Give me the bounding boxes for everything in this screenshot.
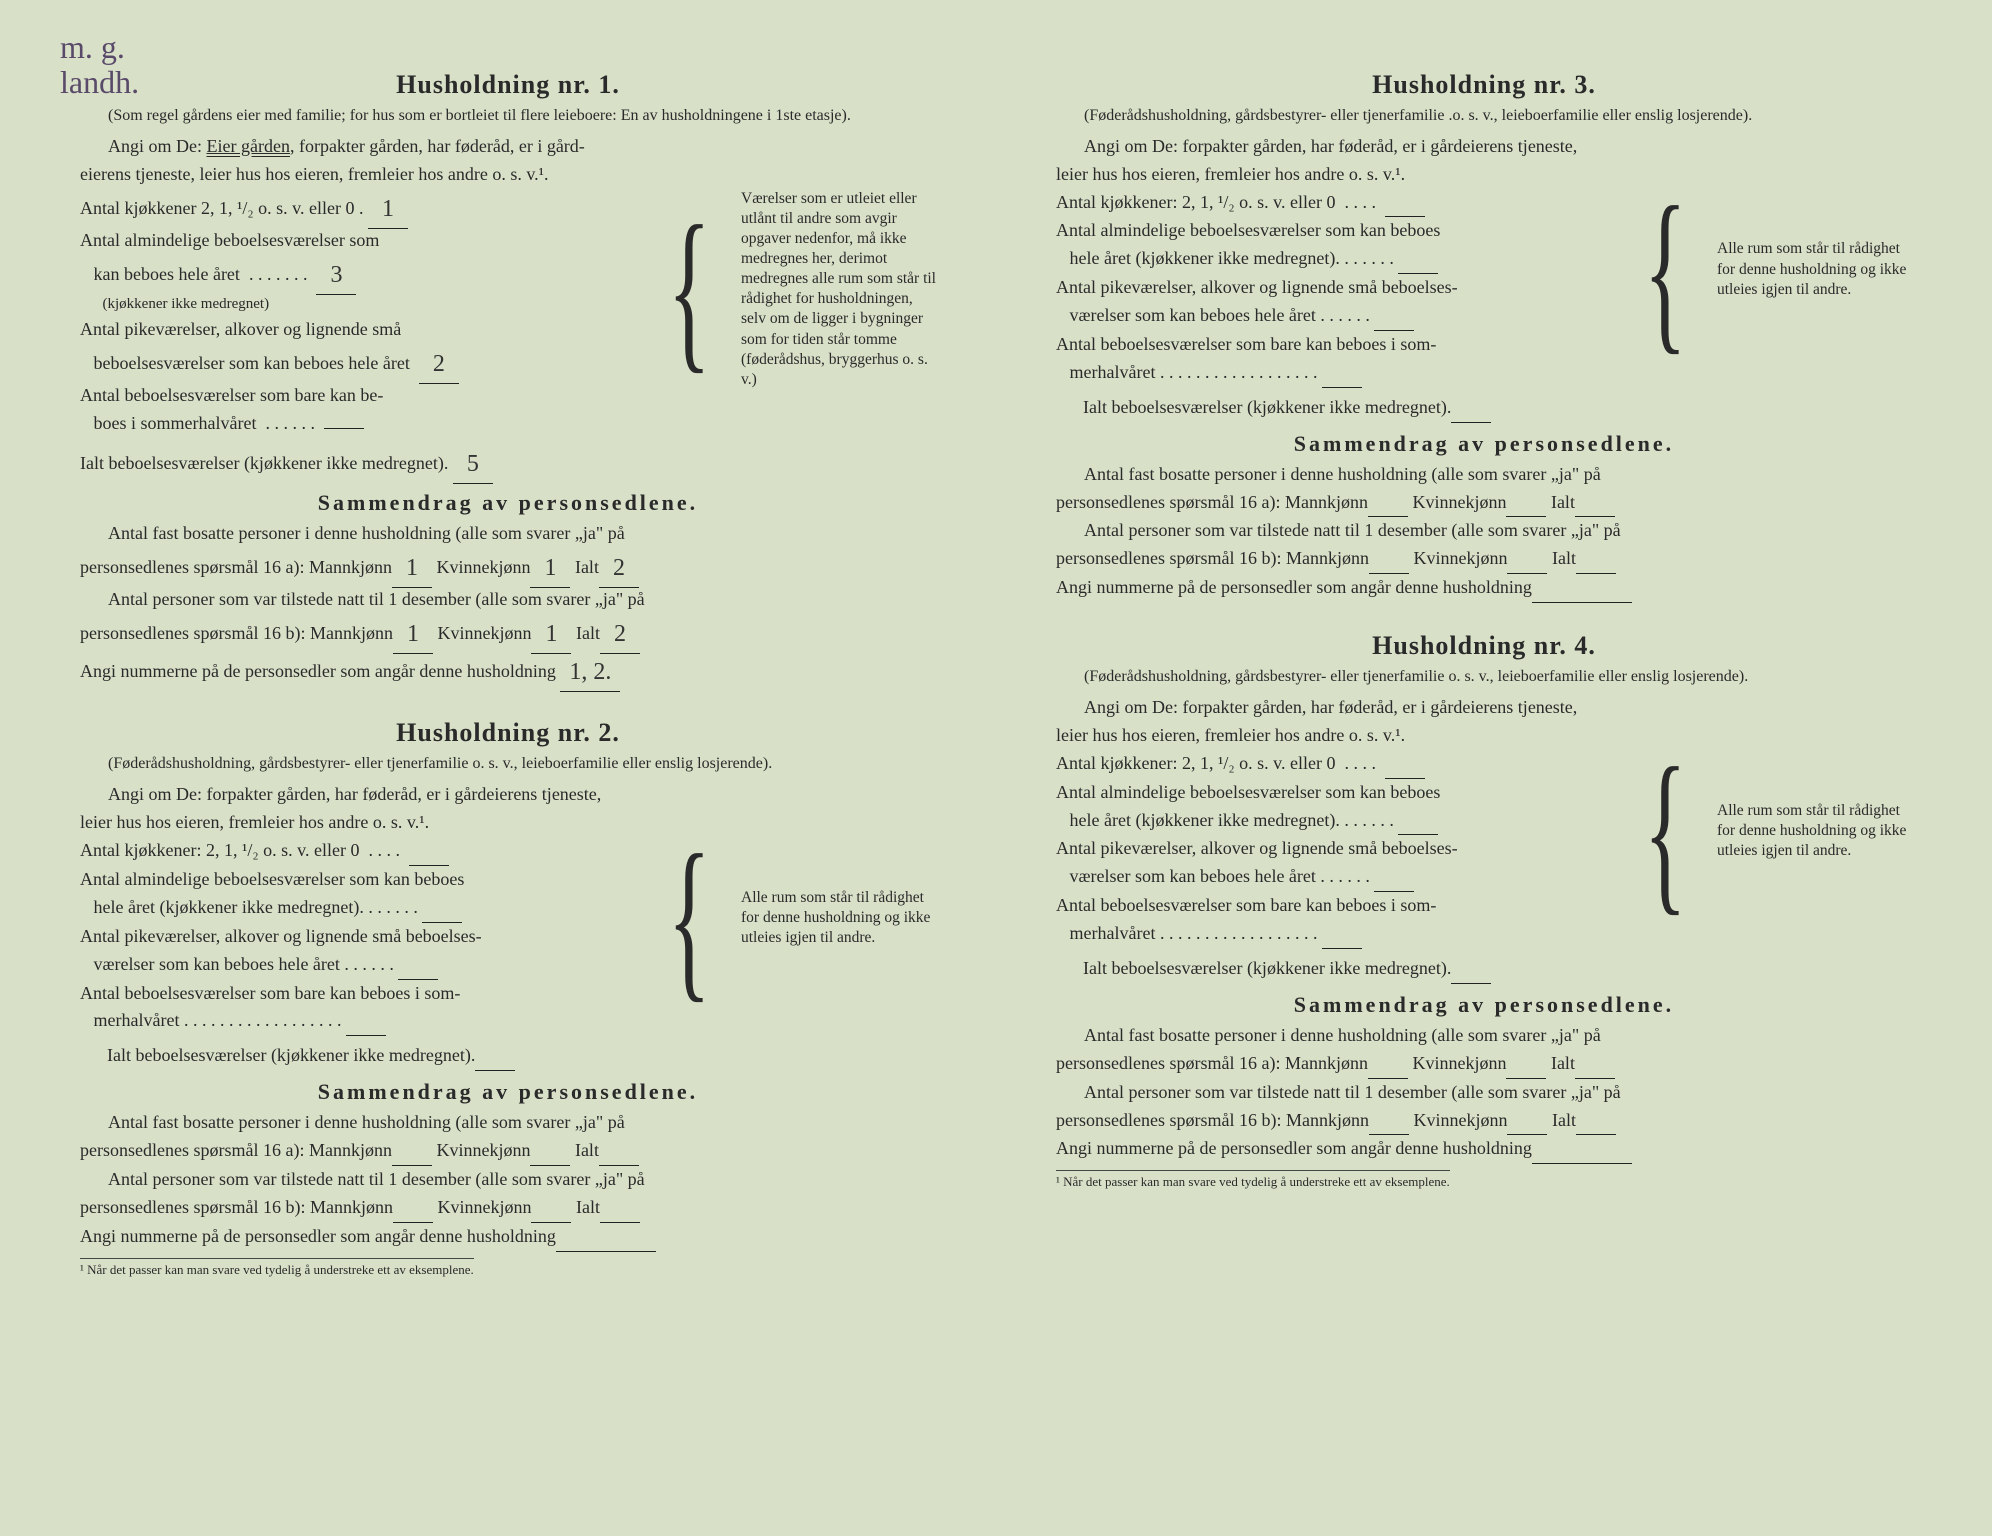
h2-sidenote: Alle rum som står til rådighet for denne… <box>736 888 936 948</box>
household-3: Husholdning nr. 3. (Føderådshusholdning,… <box>1056 70 1912 603</box>
hw-line2: landh. <box>60 65 139 100</box>
household-2: Husholdning nr. 2. (Føderådshusholdning,… <box>80 718 936 1278</box>
h1-pike-val: 2 <box>419 346 459 384</box>
h1-kjokken-val: 1 <box>368 191 408 229</box>
brace-icon: { <box>1643 189 1686 351</box>
household-1: Husholdning nr. 1. (Som regel gårdens ei… <box>80 70 936 690</box>
h1-summary-title: Sammendrag av personsedlene. <box>80 490 936 516</box>
h4-sidenote: Alle rum som står til rådighet for denne… <box>1712 801 1912 861</box>
brace-icon: { <box>1643 750 1686 912</box>
h3-sub: (Føderådshusholdning, gårdsbestyrer- ell… <box>1056 106 1912 127</box>
h1-sidenote: Værelser som er utleiet eller utlånt til… <box>736 189 936 390</box>
footnote: ¹ Når det passer kan man svare ved tydel… <box>1056 1170 1450 1190</box>
h2-summary-title: Sammendrag av personsedlene. <box>80 1079 936 1105</box>
handwritten-annotation: m. g. landh. <box>60 30 139 100</box>
h1-angi: Angi om De: Eier gården, forpakter gårde… <box>80 133 936 161</box>
footnote: ¹ Når det passer kan man svare ved tydel… <box>80 1258 474 1278</box>
h1-alm-val: 3 <box>316 257 356 295</box>
right-column: Husholdning nr. 3. (Føderådshusholdning,… <box>1016 70 1952 1307</box>
h3-rooms: Antal kjøkkener: 2, 1, ¹/₂ o. s. v. elle… <box>1056 189 1912 423</box>
household-4: Husholdning nr. 4. (Føderådshusholdning,… <box>1056 631 1912 1191</box>
h3-summary-title: Sammendrag av personsedlene. <box>1056 431 1912 457</box>
hw-line1: m. g. <box>60 30 139 65</box>
left-column: Husholdning nr. 1. (Som regel gårdens ei… <box>40 70 976 1307</box>
h1-sub: (Som regel gårdens eier med familie; for… <box>80 106 936 127</box>
h1-angi2: eierens tjeneste, leier hus hos eieren, … <box>80 161 936 189</box>
brace-icon: { <box>667 837 710 999</box>
brace-icon: { <box>667 208 710 370</box>
h2-rooms: Antal kjøkkener: 2, 1, ¹/₂ o. s. v. elle… <box>80 837 936 1071</box>
h4-sub: (Føderådshusholdning, gårdsbestyrer- ell… <box>1056 667 1912 688</box>
h1-title: Husholdning nr. 1. <box>80 70 936 100</box>
h2-title: Husholdning nr. 2. <box>80 718 936 748</box>
h4-summary-title: Sammendrag av personsedlene. <box>1056 992 1912 1018</box>
form-spread: Husholdning nr. 1. (Som regel gårdens ei… <box>0 0 1992 1347</box>
h1-rooms: Antal kjøkkener 2, 1, ¹/₂ o. s. v. eller… <box>80 189 936 483</box>
h1-ialt-val: 5 <box>453 446 493 484</box>
h2-sub: (Føderådshusholdning, gårdsbestyrer- ell… <box>80 754 936 775</box>
h4-rooms: Antal kjøkkener: 2, 1, ¹/₂ o. s. v. elle… <box>1056 750 1912 984</box>
h3-title: Husholdning nr. 3. <box>1056 70 1912 100</box>
h1-sommer-val <box>324 428 364 429</box>
h3-sidenote: Alle rum som står til rådighet for denne… <box>1712 239 1912 299</box>
h4-title: Husholdning nr. 4. <box>1056 631 1912 661</box>
